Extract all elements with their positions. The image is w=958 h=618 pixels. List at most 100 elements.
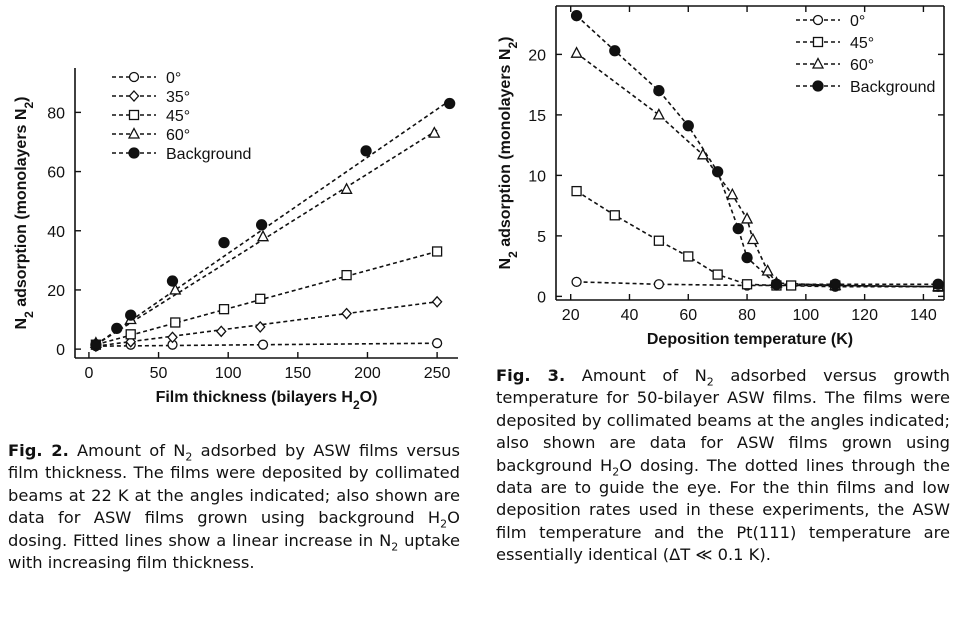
data-point [166,275,179,287]
legend-marker [812,36,824,48]
fig2-y-tick-label: 40 [47,224,65,241]
fig2-x-tick-label: 100 [215,365,242,382]
legend-label: 45° [166,108,190,125]
data-point [428,126,441,138]
legend-label: 60° [166,127,190,144]
fig3-y-tick-label: 20 [528,47,546,64]
data-point [360,145,372,157]
legend-label: Background [850,79,935,96]
legend-marker [812,14,824,26]
data-point [741,252,753,264]
data-point [125,329,136,340]
data-point [571,276,582,288]
data-point [215,325,227,338]
fig2-y-tick-label: 20 [47,283,65,300]
data-point [218,236,230,249]
data-point [431,246,443,257]
legend-marker [812,80,824,92]
figure-2-chart: 0 50 100 150 200 250 0 20 40 60 80 Film thickness (… [13,68,458,412]
data-point [732,222,744,235]
fig2-x-tick-label: 200 [354,365,381,382]
data-point [653,235,665,246]
data-point [443,97,456,110]
fig3-y-tick-label: 15 [528,108,546,125]
data-point [254,320,266,333]
fig3-x-axis-title: Deposition temperature (K) [647,331,853,348]
data-point [256,229,270,242]
fig2-series-0deg [90,338,443,352]
data-point [712,269,723,280]
fig3-x-tick-label: 80 [738,307,756,324]
fig2-legend-item-0deg: 0° [112,70,181,87]
data-point [829,278,841,290]
fig3-y-tick-label: 10 [528,168,546,185]
data-point [341,269,352,281]
data-point [257,339,269,350]
data-point [746,232,760,245]
fig2-y-tick-label: 80 [47,105,65,122]
data-point [255,219,268,231]
fig3-x-tick-label: 20 [562,307,580,324]
data-point [255,293,266,304]
fig2-x-tick-label: 150 [284,365,311,382]
legend-label: Background [166,146,251,163]
fig3-line-0deg [576,281,939,288]
fig2-fit-line-35deg [95,300,438,347]
fig2-y-tick-label: 60 [47,165,65,182]
fig2-legend-item-background: Background [112,146,251,163]
data-point [740,212,754,224]
data-point [683,251,694,262]
data-point [696,147,710,160]
fig2-legend-item-60deg: 60° [112,127,190,144]
fig3-line-45deg [576,190,939,288]
data-point [571,185,582,197]
legend-label: 0° [166,70,181,87]
fig2-fit-line-45deg [95,250,438,346]
fig3-x-tick-label: 120 [851,307,878,324]
fig2-series-background [90,97,456,351]
fig3-x-tick-label: 40 [621,307,639,324]
legend-label: 45° [850,35,874,52]
data-point [609,45,621,57]
data-point [340,182,353,194]
fig3-x-tick-label: 60 [679,307,697,324]
data-point [125,309,137,321]
data-point [570,10,583,22]
fig2-x-tick-label: 50 [150,365,168,382]
figure-2-caption: Fig. 2. Amount of N2 adsorbed by ASW fil… [8,441,460,573]
fig3-line-background [576,15,939,286]
data-point [170,317,181,328]
data-point [761,264,774,276]
data-point [111,322,123,335]
data-point [570,46,583,58]
fig2-legend-item-45deg: 45° [112,108,190,125]
data-point [653,279,665,290]
data-point [431,295,443,308]
data-point [341,307,352,320]
figure-2-caption-label: Fig. 2. [8,441,69,460]
data-point [609,210,620,221]
figure-3-caption-label: Fig. 3. [496,366,566,385]
fig2-x-axis-title: Film thickness (bilayers H2O) [156,389,378,412]
data-point [90,339,102,351]
legend-marker [127,127,141,139]
fig2-fit-line-background [95,99,451,346]
figure-3-chart: 20 40 60 80 100 120 140 0 5 10 15 20 Deposition temp… [497,5,945,348]
fig3-legend-item-45deg: 45° [796,35,874,52]
data-point [932,278,944,290]
fig2-y-tick-label: 0 [56,342,65,359]
fig3-legend-item-background: Background [796,79,935,96]
data-point [726,187,739,200]
data-point [652,107,665,120]
data-point [712,166,724,178]
data-point [169,283,182,295]
legend-label: 0° [850,13,865,30]
fig3-legend-item-0deg: 0° [796,13,865,30]
fig3-x-tick-label: 100 [792,307,819,324]
fig2-legend-item-35deg: 35° [112,89,190,106]
fig3-y-tick-label: 0 [537,289,546,306]
legend-label: 35° [166,89,190,106]
legend-label: 60° [850,57,874,74]
legend-marker [811,57,825,69]
